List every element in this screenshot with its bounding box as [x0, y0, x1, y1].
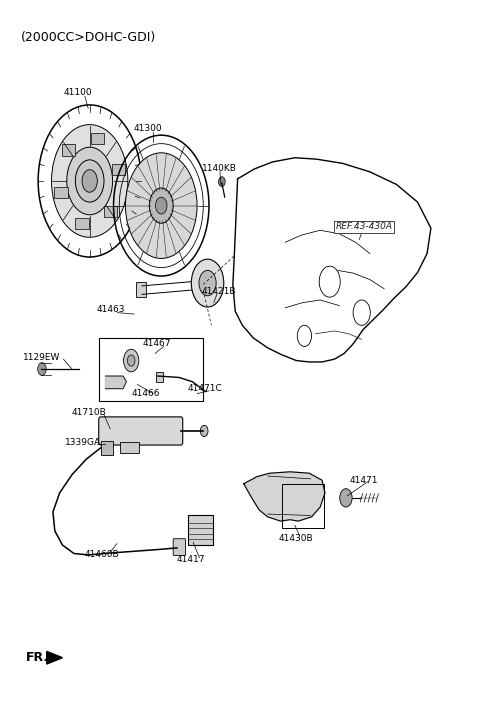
Bar: [189, 515, 213, 545]
Circle shape: [75, 160, 104, 202]
Circle shape: [127, 355, 135, 366]
Circle shape: [125, 153, 197, 259]
Bar: [156, 372, 163, 382]
Circle shape: [192, 259, 224, 307]
Circle shape: [200, 426, 208, 437]
Bar: [282, 484, 324, 528]
Text: 41417: 41417: [177, 555, 205, 564]
Text: 41100: 41100: [63, 88, 92, 98]
Text: 41467: 41467: [142, 339, 171, 348]
Text: 41471C: 41471C: [188, 384, 222, 393]
Circle shape: [218, 177, 225, 187]
Bar: [62, 144, 75, 156]
Polygon shape: [47, 651, 62, 664]
Bar: [75, 218, 89, 229]
Circle shape: [82, 170, 97, 192]
Bar: [99, 338, 203, 402]
Text: 1129EW: 1129EW: [23, 353, 60, 361]
Text: 1339GA: 1339GA: [65, 438, 101, 448]
Circle shape: [149, 188, 173, 223]
Bar: [91, 133, 104, 144]
Text: 41430B: 41430B: [278, 534, 313, 542]
Circle shape: [51, 124, 128, 238]
FancyBboxPatch shape: [99, 417, 183, 445]
Polygon shape: [244, 472, 325, 521]
Text: REF.43-430A: REF.43-430A: [336, 222, 393, 231]
Text: 41421B: 41421B: [202, 287, 236, 296]
Bar: [54, 187, 68, 198]
Circle shape: [67, 147, 113, 215]
Circle shape: [123, 349, 139, 372]
Bar: [104, 206, 117, 218]
Bar: [101, 441, 113, 455]
Text: 41463: 41463: [97, 305, 125, 315]
Text: (2000CC>DOHC-GDI): (2000CC>DOHC-GDI): [21, 31, 156, 44]
Bar: [136, 281, 146, 297]
Text: FR.: FR.: [26, 651, 49, 664]
Circle shape: [37, 363, 46, 375]
Bar: [120, 443, 139, 453]
Text: 41466: 41466: [131, 389, 160, 398]
Text: 1140KB: 1140KB: [202, 165, 237, 173]
Circle shape: [340, 489, 352, 507]
FancyBboxPatch shape: [173, 539, 186, 556]
Text: 41471: 41471: [350, 476, 378, 485]
Polygon shape: [106, 376, 126, 389]
Circle shape: [156, 197, 167, 214]
Text: 41300: 41300: [134, 124, 163, 133]
Text: 41710B: 41710B: [72, 408, 107, 417]
Circle shape: [199, 270, 216, 296]
Bar: [111, 164, 125, 175]
Text: 41460B: 41460B: [85, 550, 120, 559]
